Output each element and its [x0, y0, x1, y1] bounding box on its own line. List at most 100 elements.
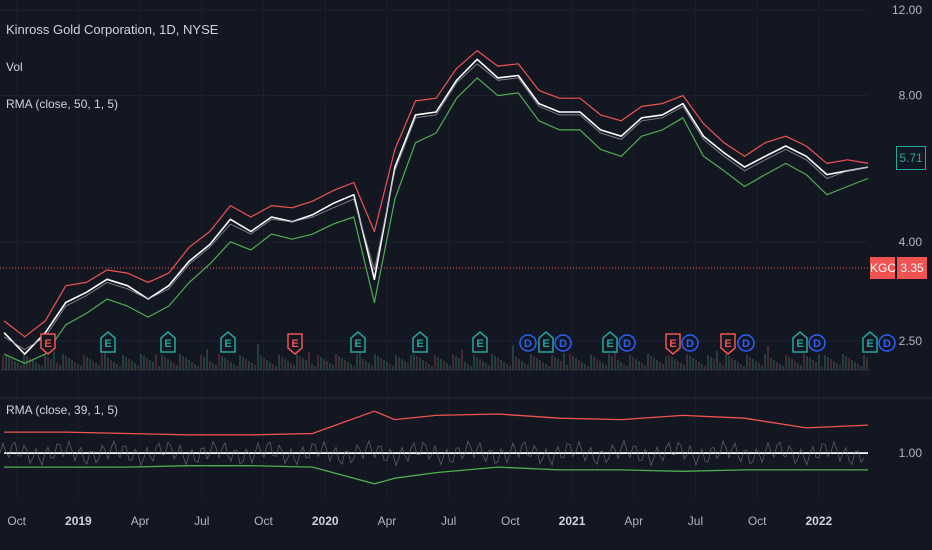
- volume-bar: [56, 363, 58, 370]
- volume-bar: [668, 355, 670, 370]
- volume-bar: [92, 361, 94, 370]
- event-marker-label: E: [416, 338, 423, 350]
- earnings-marker[interactable]: E: [472, 331, 488, 353]
- volume-bar: [422, 360, 424, 370]
- volume-bar: [647, 354, 649, 370]
- earnings-marker[interactable]: E: [160, 331, 176, 353]
- volume-bar: [752, 359, 754, 370]
- volume-bar: [671, 357, 673, 370]
- volume-bar: [620, 362, 622, 370]
- volume-bar: [476, 357, 478, 370]
- dividend-marker[interactable]: D: [554, 334, 572, 352]
- earnings-marker[interactable]: E: [720, 333, 736, 355]
- volume-bar: [824, 355, 826, 370]
- volume-bar: [119, 366, 121, 370]
- earnings-marker[interactable]: E: [220, 331, 236, 353]
- volume-bar: [866, 357, 868, 370]
- oscillator-indicator-label[interactable]: RMA (close, 39, 1, 5): [6, 403, 119, 417]
- volume-bar: [377, 356, 379, 370]
- dividend-marker[interactable]: D: [737, 334, 755, 352]
- upper-band-line: [3, 50, 869, 338]
- volume-bar: [677, 361, 679, 370]
- volume-label[interactable]: Vol: [6, 60, 23, 74]
- earnings-marker[interactable]: E: [862, 331, 878, 353]
- volume-bar: [143, 356, 145, 370]
- volume-bar: [632, 357, 634, 370]
- volume-bar: [779, 364, 781, 370]
- event-marker-label: E: [796, 338, 803, 350]
- earnings-marker[interactable]: E: [538, 331, 554, 353]
- volume-bar: [755, 361, 757, 370]
- volume-bar: [59, 365, 61, 370]
- volume-bar: [173, 363, 175, 370]
- volume-bar: [515, 357, 517, 370]
- volume-bar: [11, 359, 13, 370]
- volume-bar: [428, 364, 430, 370]
- volume-bar: [851, 360, 853, 370]
- volume-bar: [341, 358, 343, 370]
- dividend-marker[interactable]: D: [618, 334, 636, 352]
- oscillator-upper-line: [4, 410, 869, 436]
- earnings-marker[interactable]: E: [665, 333, 681, 355]
- volume-bar: [557, 359, 559, 370]
- volume-bar: [689, 356, 691, 370]
- volume-bar: [485, 363, 487, 370]
- volume-bar: [464, 362, 466, 370]
- earnings-marker[interactable]: E: [350, 331, 366, 353]
- volume-bar: [596, 359, 598, 370]
- volume-bar: [8, 357, 10, 370]
- volume-bar: [410, 355, 412, 370]
- x-tick-label: Jul: [194, 514, 209, 528]
- volume-bar: [512, 345, 514, 370]
- volume-bar: [719, 363, 721, 370]
- volume-bar: [614, 348, 616, 370]
- volume-bar: [212, 363, 214, 370]
- volume-bar: [860, 366, 862, 370]
- volume-bar: [269, 362, 271, 370]
- volume-bar: [62, 354, 64, 370]
- volume-bar: [578, 360, 580, 370]
- volume-bar: [281, 357, 283, 370]
- volume-bar: [863, 355, 865, 370]
- dividend-marker[interactable]: D: [681, 334, 699, 352]
- dividend-marker[interactable]: D: [519, 334, 537, 352]
- volume-bar: [473, 355, 475, 370]
- y-tick-label: 2.50: [899, 334, 923, 348]
- event-marker-label: E: [291, 338, 298, 350]
- volume-bar: [137, 365, 139, 370]
- earnings-marker[interactable]: E: [412, 331, 428, 353]
- volume-bar: [536, 358, 538, 370]
- earnings-marker[interactable]: E: [40, 333, 56, 355]
- grid-lines: [0, 9, 868, 342]
- volume-bar: [656, 360, 658, 370]
- symbol-title[interactable]: Kinross Gold Corporation, 1D, NYSE: [6, 22, 219, 37]
- volume-bar: [158, 366, 160, 370]
- earnings-marker[interactable]: E: [792, 331, 808, 353]
- x-tick-label: Oct: [501, 514, 520, 528]
- volume-bar: [185, 358, 187, 370]
- event-marker-label: E: [354, 338, 361, 350]
- volume-bar: [38, 364, 40, 370]
- volume-bar: [449, 365, 451, 370]
- volume-bar: [815, 362, 817, 370]
- earnings-marker[interactable]: E: [100, 331, 116, 353]
- volume-bar: [194, 364, 196, 370]
- dividend-marker[interactable]: D: [878, 334, 896, 352]
- volume-bar: [44, 355, 46, 370]
- earnings-marker[interactable]: E: [287, 333, 303, 355]
- volume-bar: [107, 358, 109, 370]
- volume-bar: [335, 354, 337, 370]
- volume-bar: [29, 358, 31, 370]
- volume-bar: [152, 362, 154, 370]
- volume-bar: [608, 354, 610, 370]
- volume-bar: [830, 359, 832, 370]
- x-tick-label: 2021: [559, 514, 586, 528]
- earnings-marker[interactable]: E: [602, 331, 618, 353]
- dividend-marker[interactable]: D: [808, 334, 826, 352]
- volume-bar: [215, 365, 217, 370]
- main-indicator-label[interactable]: RMA (close, 50, 1, 5): [6, 97, 119, 111]
- volume-bar: [5, 355, 7, 370]
- volume-bar: [65, 356, 67, 370]
- volume-bar: [743, 366, 745, 370]
- volume-bar: [401, 359, 403, 370]
